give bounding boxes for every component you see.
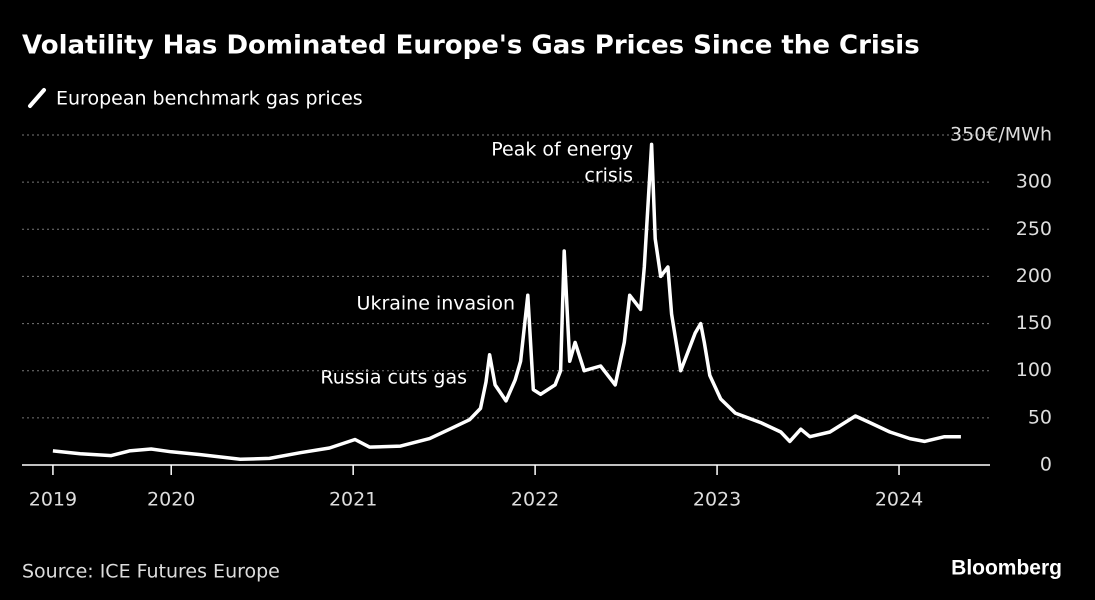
y-tick-label: 150 [1016, 312, 1052, 334]
y-tick-label: 100 [1016, 359, 1052, 381]
y-tick-label: 350€/MWh [950, 124, 1052, 146]
x-tick-label: 2024 [875, 489, 923, 511]
chart-title: Volatility Has Dominated Europe's Gas Pr… [22, 31, 920, 61]
y-tick-label: 200 [1016, 265, 1052, 287]
brand: Bloomberg [951, 557, 1062, 580]
x-tick-label: 2023 [693, 489, 741, 511]
annotation: Ukraine invasion [357, 293, 515, 315]
line-series [52, 142, 961, 462]
annotation: crisis [584, 165, 633, 187]
annotation: Peak of energy [491, 139, 633, 161]
legend-icon [28, 88, 46, 108]
x-tick-label: 2022 [511, 489, 559, 511]
y-tick-label: 250 [1016, 218, 1052, 240]
legend-label: European benchmark gas prices [56, 88, 363, 110]
x-tick-label: 2020 [147, 489, 195, 511]
annotation: Russia cuts gas [320, 367, 467, 389]
x-tick-label: 2019 [29, 489, 77, 511]
y-tick-label: 50 [1028, 406, 1052, 428]
y-tick-label: 300 [1016, 171, 1052, 193]
y-tick-label: 0 [1040, 454, 1052, 476]
x-tick-label: 2021 [329, 489, 377, 511]
source: Source: ICE Futures Europe [22, 561, 280, 583]
